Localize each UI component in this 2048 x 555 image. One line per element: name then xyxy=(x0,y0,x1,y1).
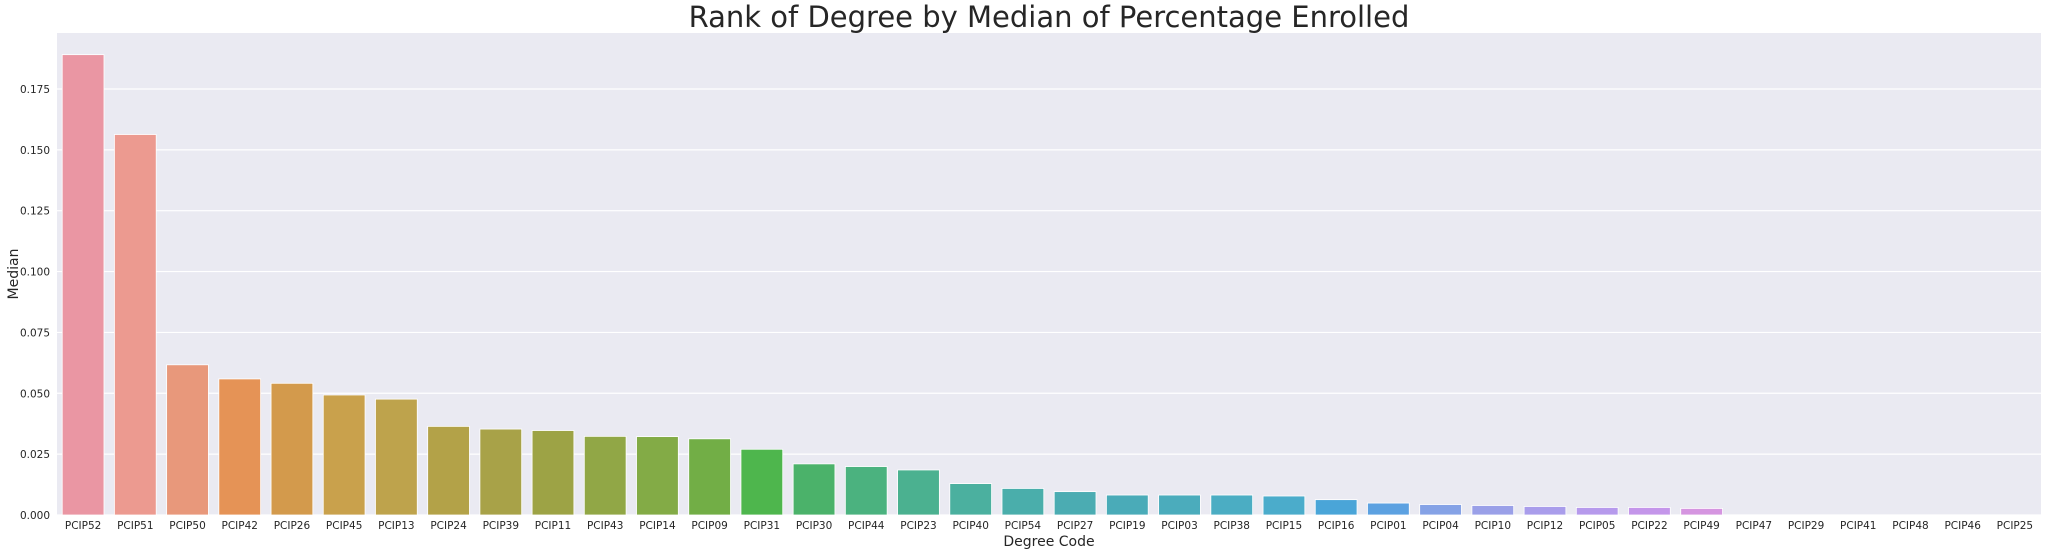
x-tick-label: PCIP26 xyxy=(274,520,311,532)
x-tick-label: PCIP49 xyxy=(1683,520,1719,532)
x-tick-label: PCIP01 xyxy=(1370,520,1406,532)
x-tick-label: PCIP27 xyxy=(1057,520,1093,532)
x-tick-label: PCIP47 xyxy=(1736,520,1772,532)
bar-pcip42 xyxy=(218,378,262,516)
x-tick-label: PCIP14 xyxy=(639,520,676,532)
x-tick-label: PCIP51 xyxy=(117,520,153,532)
y-axis-label: Median xyxy=(6,249,22,300)
y-tick-label: 0.025 xyxy=(20,449,50,461)
bar-pcip49 xyxy=(1680,508,1723,516)
x-tick-label: PCIP11 xyxy=(535,520,571,532)
x-tick-label: PCIP52 xyxy=(65,520,101,532)
x-tick-label: PCIP15 xyxy=(1266,520,1302,532)
x-tick-label: PCIP30 xyxy=(796,520,832,532)
bar-pcip24 xyxy=(427,425,470,516)
x-tick-label: PCIP22 xyxy=(1631,520,1667,532)
bar-pcip45 xyxy=(322,394,366,516)
x-tick-label: PCIP23 xyxy=(900,520,936,532)
x-axis-label: Degree Code xyxy=(1003,534,1094,550)
x-tick-label: PCIP45 xyxy=(326,520,362,532)
bar-pcip39 xyxy=(479,428,523,516)
bar-pcip38 xyxy=(1210,494,1254,516)
y-tick-label: 0.125 xyxy=(20,206,50,218)
x-tick-label: PCIP29 xyxy=(1788,520,1824,532)
y-tick-label: 0.100 xyxy=(20,267,50,279)
bar-pcip27 xyxy=(1053,491,1097,516)
bar-pcip23 xyxy=(897,469,940,516)
x-tick-label: PCIP25 xyxy=(1997,520,2033,532)
x-tick-label: PCIP13 xyxy=(378,520,414,532)
y-tick-label: 0.150 xyxy=(20,145,50,157)
bar-pcip54 xyxy=(1001,488,1045,516)
x-tick-label: PCIP04 xyxy=(1422,520,1459,532)
x-tick-label: PCIP54 xyxy=(1005,520,1042,532)
bar-pcip51 xyxy=(114,134,157,516)
x-tick-label: PCIP09 xyxy=(691,520,727,532)
bar-pcip43 xyxy=(583,435,627,516)
bar-pcip31 xyxy=(740,448,784,516)
x-tick-label: PCIP19 xyxy=(1109,520,1145,532)
bar-pcip13 xyxy=(375,398,418,516)
bar-pcip40 xyxy=(949,483,992,516)
x-tick-label: PCIP31 xyxy=(744,520,780,532)
x-tick-label: PCIP16 xyxy=(1318,520,1355,532)
x-tick-label: PCIP42 xyxy=(222,520,258,532)
bar-pcip16 xyxy=(1314,499,1358,516)
bar-pcip12 xyxy=(1523,506,1567,516)
bars xyxy=(61,54,1723,516)
bar-pcip22 xyxy=(1628,507,1671,516)
bar-pcip09 xyxy=(688,438,731,516)
x-tick-label: PCIP46 xyxy=(1944,520,1981,532)
y-tick-label: 0.000 xyxy=(20,510,50,522)
y-tick-label: 0.075 xyxy=(20,327,50,339)
x-tick-label: PCIP39 xyxy=(483,520,519,532)
x-tick-label: PCIP12 xyxy=(1527,520,1563,532)
bar-pcip52 xyxy=(61,54,105,516)
bar-pcip14 xyxy=(636,436,679,516)
x-tick-label: PCIP24 xyxy=(430,520,467,532)
x-tick-label: PCIP10 xyxy=(1475,520,1511,532)
y-tick-label: 0.175 xyxy=(20,84,50,96)
y-tick-labels: 0.000 0.025 0.050 0.075 0.100 0.125 0.150 0.175 xyxy=(20,84,50,522)
bar-pcip50 xyxy=(166,364,209,516)
x-tick-label: PCIP44 xyxy=(848,520,885,532)
y-tick-label: 0.050 xyxy=(20,388,50,400)
x-tick-label: PCIP41 xyxy=(1840,520,1876,532)
bar-pcip04 xyxy=(1419,504,1462,516)
bar-pcip05 xyxy=(1575,507,1619,516)
x-tick-labels: PCIP52 PCIP51 PCIP50 PCIP42 PCIP26 PCIP45 PCIP… xyxy=(65,520,2033,532)
bar-pcip44 xyxy=(844,466,888,516)
bar-pcip01 xyxy=(1367,502,1410,516)
bar-pcip26 xyxy=(270,382,314,516)
bar-pcip03 xyxy=(1158,494,1201,516)
x-tick-label: PCIP03 xyxy=(1161,520,1197,532)
bar-pcip10 xyxy=(1471,505,1515,516)
bar-pcip15 xyxy=(1262,495,1306,516)
bar-pcip11 xyxy=(531,430,575,516)
x-tick-label: PCIP48 xyxy=(1892,520,1928,532)
x-tick-label: PCIP05 xyxy=(1579,520,1615,532)
bar-pcip19 xyxy=(1106,494,1149,516)
x-tick-label: PCIP43 xyxy=(587,520,623,532)
x-tick-label: PCIP38 xyxy=(1214,520,1250,532)
bar-pcip30 xyxy=(792,463,836,516)
chart-title: Rank of Degree by Median of Percentage E… xyxy=(689,0,1410,34)
x-tick-label: PCIP50 xyxy=(169,520,205,532)
x-tick-label: PCIP40 xyxy=(952,520,988,532)
